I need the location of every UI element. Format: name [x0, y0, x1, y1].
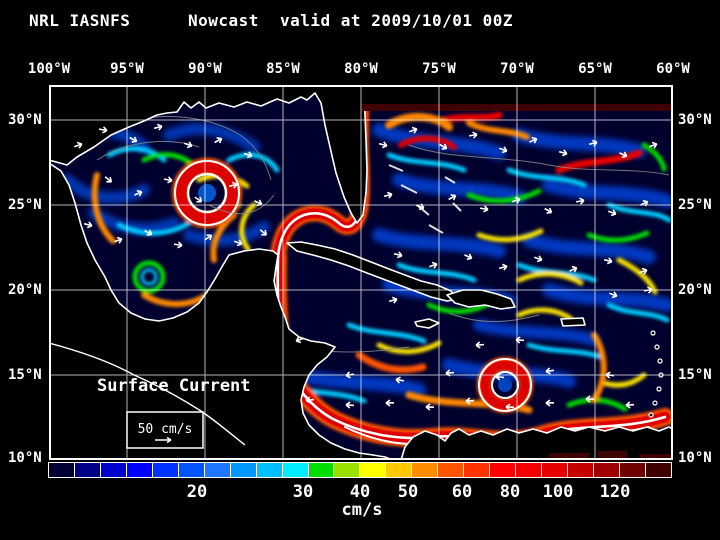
caribbean-eddy-center [498, 378, 512, 392]
colorbar-segment [127, 463, 152, 477]
colorbar-segment [646, 463, 671, 477]
colorbar-segment [101, 463, 126, 477]
colorbar-segment [386, 463, 411, 477]
map-canvas: Surface Current 50 cm/s [49, 85, 673, 460]
vector-scale-label: 50 cm/s [138, 422, 193, 437]
colorbar-segment [412, 463, 437, 477]
title-product: Nowcast [188, 11, 259, 30]
colorbar-segment [464, 463, 489, 477]
colorbar-segment [360, 463, 385, 477]
lat-tick-label: 15°N [678, 367, 712, 383]
colorbar-segment [49, 463, 74, 477]
lon-tick-label: 85°W [266, 61, 300, 77]
colorbar-segment [542, 463, 567, 477]
surface-current-map: Surface Current 50 cm/s [49, 85, 673, 460]
colorbar-segment [568, 463, 593, 477]
lon-tick-label: 80°W [344, 61, 378, 77]
colorbar-tick-label: 120 [600, 482, 631, 502]
colorbar-segment [309, 463, 334, 477]
lat-tick-label: 30°N [678, 112, 712, 128]
land-puerto-rico [561, 318, 585, 326]
lat-tick-label: 15°N [8, 367, 42, 383]
colorbar [48, 462, 672, 478]
lat-tick-label: 30°N [8, 112, 42, 128]
title-valid-time: valid at 2009/10/01 00Z [280, 11, 513, 30]
title-model: NRL IASNFS [29, 11, 130, 30]
colorbar-segment [490, 463, 515, 477]
colorbar-tick-label: 20 [187, 482, 207, 502]
lat-tick-label: 10°N [8, 450, 42, 466]
lon-tick-label: 75°W [422, 61, 456, 77]
colorbar-segment [257, 463, 282, 477]
colorbar-tick-label: 50 [398, 482, 418, 502]
colorbar-tick-label: 30 [293, 482, 313, 502]
colorbar-tick-label: 60 [452, 482, 472, 502]
lon-tick-label: 70°W [500, 61, 534, 77]
lon-tick-label: 100°W [28, 61, 70, 77]
lon-tick-label: 95°W [110, 61, 144, 77]
colorbar-segment [153, 463, 178, 477]
lon-tick-label: 90°W [188, 61, 222, 77]
colorbar-units: cm/s [342, 500, 383, 520]
lat-tick-label: 10°N [678, 450, 712, 466]
colorbar-tick-label: 100 [543, 482, 574, 502]
colorbar-segment [620, 463, 645, 477]
colorbar-segment [231, 463, 256, 477]
lon-tick-label: 65°W [578, 61, 612, 77]
lat-tick-label: 25°N [8, 197, 42, 213]
colorbar-segment [75, 463, 100, 477]
colorbar-segment [179, 463, 204, 477]
colorbar-segment [594, 463, 619, 477]
colorbar-segment [205, 463, 230, 477]
nowcast-figure: NRL IASNFS Nowcast valid at 2009/10/01 0… [0, 0, 720, 540]
lat-tick-label: 20°N [8, 282, 42, 298]
lon-tick-label: 60°W [656, 61, 690, 77]
lat-tick-label: 25°N [678, 197, 712, 213]
map-annotation: Surface Current [97, 376, 251, 396]
colorbar-tick-label: 40 [350, 482, 370, 502]
colorbar-segment [438, 463, 463, 477]
lat-tick-label: 20°N [678, 282, 712, 298]
colorbar-segment [334, 463, 359, 477]
colorbar-tick-label: 80 [500, 482, 520, 502]
colorbar-segment [516, 463, 541, 477]
colorbar-segment [283, 463, 308, 477]
